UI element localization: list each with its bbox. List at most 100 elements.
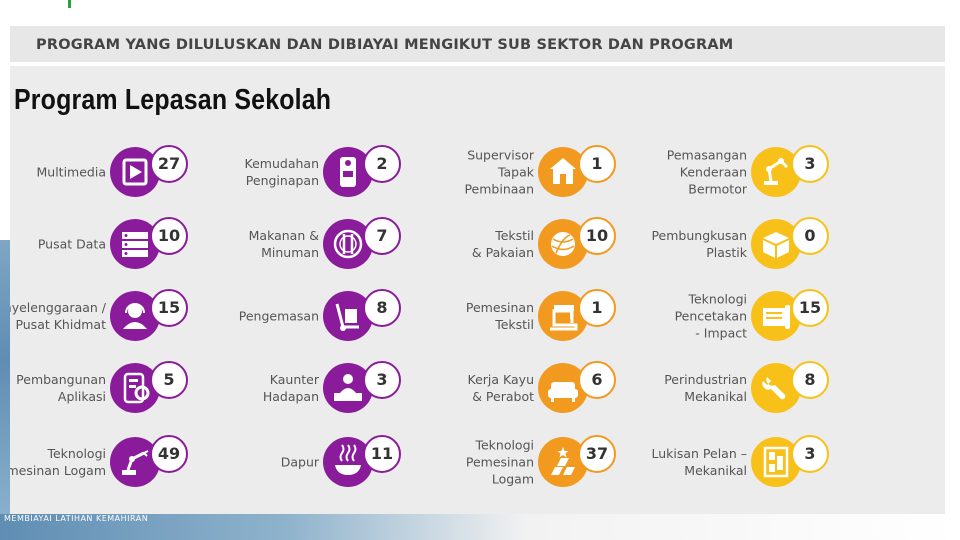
program-count-badge: 3 [363,361,401,399]
program-count-badge: 27 [150,145,188,183]
program-label-line: Pencetakan [674,308,747,324]
panel-title: Program Lepasan Sekolah [14,84,332,116]
program-label: Pengemasan [239,308,319,325]
program-item: Pengemasan 8 [227,286,457,346]
program-count-badge: 3 [791,145,829,183]
program-label-line: Kemudahan [244,156,319,171]
program-item: Perindustrian Mekanikal 8 [655,358,885,418]
program-label-line: Pembinaan [464,181,534,197]
program-label: Perindustrian Mekanikal [664,371,747,405]
program-label-line: Pembangunan [16,372,106,387]
program-label-line: Multimedia [36,164,107,180]
program-item: Kaunter Hadapan 3 [227,358,457,418]
program-label-line: Teknologi [475,437,534,453]
program-label-line: Hadapan [262,389,319,404]
program-count-badge: 8 [791,361,829,399]
program-label-line: Mekanikal [684,463,747,478]
program-item: Pemesinan Tekstil 1 [442,286,672,346]
program-count-badge: 1 [578,145,616,183]
program-label-line: & Pakaian [471,245,534,260]
program-label-line: & Perabot [472,389,534,404]
program-item: Pusat Data 10 [14,214,244,274]
program-label: Kerja Kayu & Perabot [468,371,534,405]
program-label-line: Bermotor [688,181,747,197]
background-bottom-strip [0,514,960,540]
program-label-line: Tekstil [495,228,534,243]
program-label-line: Plastik [706,245,747,260]
program-label-line: Pemesinan [465,300,534,315]
program-label: Multimedia [37,164,107,181]
program-label-line: Perindustrian [664,372,747,387]
program-label-line: Makanan & [248,228,319,243]
program-item: Pembangunan Aplikasi 5 [14,358,244,418]
program-label: Penyelenggaraan / Pusat Khidmat [10,299,106,333]
program-item: Kerja Kayu & Perabot 6 [442,358,672,418]
bottom-caption: MEMBIAYAI LATIHAN KEMAHIRAN [4,514,149,523]
program-label-line: Pengemasan [238,308,319,324]
program-label-line: Dapur [280,454,319,470]
program-item: Dapur 11 [227,432,457,492]
program-label-line: Supervisor [467,147,534,163]
program-label-line: Tekstil [495,317,534,332]
program-count-badge: 0 [791,217,829,255]
program-item: Multimedia 27 [14,142,244,202]
program-label-line: Penyelenggaraan / [10,300,106,315]
program-count-badge: 49 [150,435,188,473]
program-item: Penyelenggaraan / Pusat Khidmat 15 [10,286,244,346]
program-item: Tekstil & Pakaian 10 [442,214,672,274]
program-label-line: Kerja Kayu [467,372,534,387]
program-item: Pembungkusan Plastik 0 [651,214,885,274]
program-label-line: Aplikasi [57,389,106,404]
program-label-line: Pusat Data [37,236,106,252]
program-label: Pembangunan Aplikasi [16,371,106,405]
program-count-badge: 15 [791,289,829,327]
program-label-line: Pemasangan [666,147,747,163]
program-label-line: Mekanikal [684,389,747,404]
program-label: Lukisan Pelan – Mekanikal [651,445,747,479]
program-label: Pemesinan Tekstil [466,299,534,333]
program-label-line: Pembungkusan [651,228,747,243]
program-count-badge: 3 [791,435,829,473]
program-item: Teknologi Pemesinan Logam 49 [10,432,244,492]
infographic-panel: Program Lepasan Sekolah Multimedia 27 Pusa… [10,66,945,514]
program-label: Makanan & Minuman [249,227,319,261]
program-label: Dapur [281,454,319,471]
top-accent-bar [68,0,71,8]
program-label-line: Lukisan Pelan – [651,446,747,461]
program-count-badge: 10 [150,217,188,255]
program-label-line: Kaunter [269,372,319,387]
program-label: Tekstil & Pakaian [472,227,534,261]
program-label: Kaunter Hadapan [263,371,319,405]
program-item: Lukisan Pelan – Mekanikal 3 [651,432,885,492]
program-count-badge: 5 [150,361,188,399]
program-label-line: Teknologi [688,291,747,307]
program-label-line: Minuman [261,245,319,260]
program-label: Teknologi Pemesinan Logam [10,445,106,479]
program-label-line: Pusat Khidmat [15,317,106,332]
program-count-badge: 2 [363,145,401,183]
program-item: Teknologi Pemesinan Logam 37 [442,432,672,492]
program-label-line: Kenderaan [679,164,747,180]
program-label: Teknologi Pemesinan Logam [466,437,534,488]
program-item: Kemudahan Penginapan 2 [227,142,457,202]
program-item: Makanan & Minuman 7 [227,214,457,274]
program-count-badge: 10 [578,217,616,255]
header-banner: PROGRAM YANG DILULUSKAN DAN DIBIAYAI MEN… [10,26,945,62]
program-label: Supervisor Tapak Pembinaan [464,147,534,198]
program-label-line: Teknologi [47,446,106,461]
program-label-line: Logam [491,471,534,487]
program-label: Pembungkusan Plastik [651,227,747,261]
program-label: Pemasangan Kenderaan Bermotor [667,147,747,198]
program-label: Pusat Data [38,236,106,253]
program-count-badge: 7 [363,217,401,255]
program-label-line: Penginapan [245,173,319,188]
program-count-badge: 37 [578,435,616,473]
program-item: Supervisor Tapak Pembinaan 1 [442,142,672,202]
program-label-line: Pemesinan Logam [10,463,106,478]
program-count-badge: 8 [363,289,401,327]
program-count-badge: 11 [363,435,401,473]
header-title: PROGRAM YANG DILULUSKAN DAN DIBIAYAI MEN… [36,37,734,53]
program-count-badge: 1 [578,289,616,327]
program-item: Pemasangan Kenderaan Bermotor 3 [655,142,885,202]
program-label-line: Tapak [497,164,534,180]
